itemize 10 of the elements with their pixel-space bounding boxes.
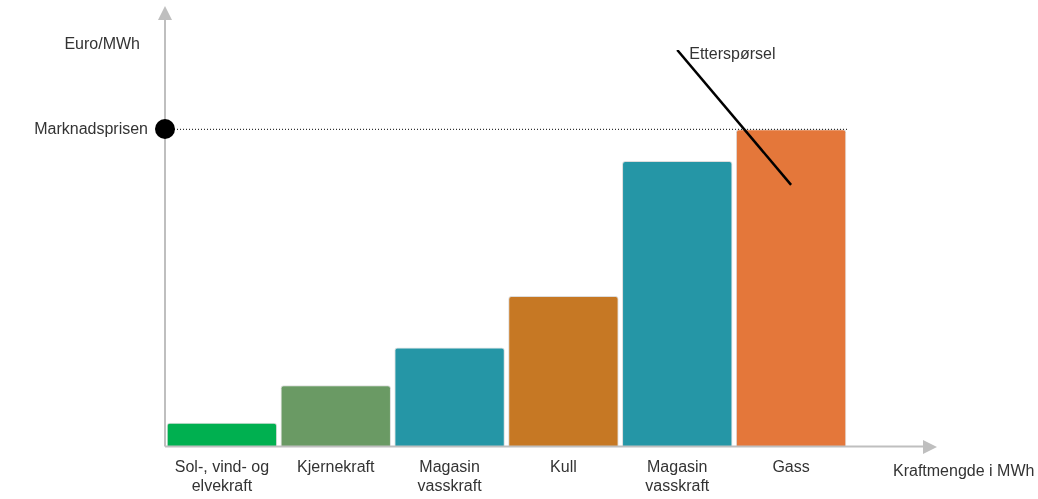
ref-line-label: Marknadsprisen xyxy=(34,119,148,137)
x-tick-label: Kull xyxy=(550,457,577,475)
series-label: Etterspørsel xyxy=(689,45,776,63)
x-tick-label: Magasin vasskraft xyxy=(645,457,710,494)
x-tick-label: Gass xyxy=(772,457,810,475)
y-axis-title: Euro/MWh xyxy=(64,35,140,53)
x-axis-title: Kraftmengde i MWh xyxy=(893,462,1035,480)
x-tick-label: Magasin vasskraft xyxy=(417,457,483,494)
x-tick-label: Kjernekraft xyxy=(297,457,375,475)
x-tick-label: Sol-, vind- og elvekraft xyxy=(174,457,270,494)
